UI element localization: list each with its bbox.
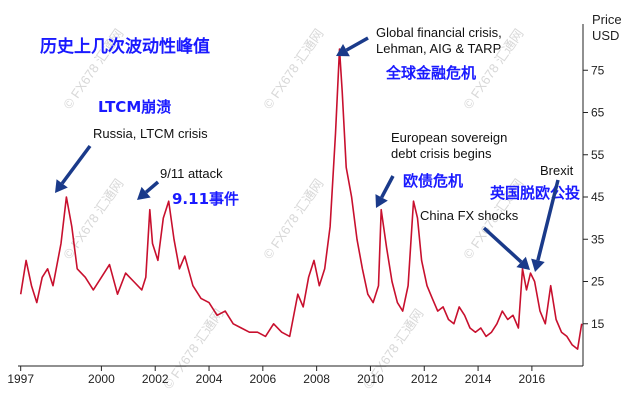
annotation-cn-label: 9.11事件 bbox=[172, 190, 239, 208]
annotation-arrow-head bbox=[55, 179, 68, 193]
annotation-arrow-head bbox=[375, 194, 388, 208]
x-tick-label: 1997 bbox=[7, 372, 34, 386]
plot-layer bbox=[19, 48, 583, 350]
annotation-en-label: 9/11 attack bbox=[160, 166, 223, 181]
annotation-arrow-head bbox=[137, 186, 151, 200]
annotation-arrow-shaft bbox=[482, 226, 523, 264]
x-tick-label: 2002 bbox=[142, 372, 169, 386]
annotation-arrow-shaft bbox=[144, 180, 160, 194]
y-unit-label-line1: Price bbox=[592, 12, 622, 27]
x-tick-label: 2004 bbox=[196, 372, 223, 386]
x-tick-label: 2008 bbox=[303, 372, 330, 386]
annotation-cn-label: LTCM崩溃 bbox=[98, 98, 171, 116]
x-tick-label: 2000 bbox=[88, 372, 115, 386]
y-unit-label-line2: USD bbox=[592, 28, 619, 43]
series-line bbox=[19, 48, 583, 350]
x-tick-label: 2014 bbox=[465, 372, 492, 386]
chart-title: 历史上几次波动性峰值 bbox=[40, 36, 210, 57]
annotation-arrow-head bbox=[516, 256, 530, 270]
x-tick-label: 2016 bbox=[519, 372, 546, 386]
watermark-text: © FX678 汇通网 bbox=[260, 26, 326, 112]
x-tick-label: 2012 bbox=[411, 372, 438, 386]
annotation-en-label: Brexit bbox=[540, 163, 574, 178]
annotation-layer: LTCM崩溃 Russia, LTCM crisis 9.11事件 9/11 atta… bbox=[55, 25, 580, 272]
y-tick-label: 55 bbox=[591, 148, 605, 162]
y-tick-label: 75 bbox=[591, 63, 605, 77]
annotation-cn-label: 英国脱欧公投 bbox=[490, 184, 580, 202]
annotation-en-label: debt crisis begins bbox=[391, 146, 492, 161]
x-tick-label: 2010 bbox=[357, 372, 384, 386]
annotation-en-label: Russia, LTCM crisis bbox=[93, 126, 208, 141]
annotation-arrow-head bbox=[336, 44, 350, 57]
y-tick-label: 25 bbox=[591, 275, 605, 289]
x-tick-label: 2006 bbox=[249, 372, 276, 386]
y-tick-label: 15 bbox=[591, 317, 605, 331]
annotation-arrow-head bbox=[531, 258, 545, 272]
annotation-en-label: Global financial crisis, bbox=[376, 25, 502, 40]
annotation-cn-label: 欧债危机 bbox=[403, 172, 463, 190]
watermark-text: © FX678 汇通网 bbox=[260, 176, 326, 262]
annotation-arrow-shaft bbox=[380, 175, 395, 199]
annotation-en-label: China FX shocks bbox=[420, 208, 519, 223]
annotation-arrow-shaft bbox=[345, 36, 369, 52]
annotation-cn-label: 全球金融危机 bbox=[385, 64, 476, 82]
y-tick-label: 65 bbox=[591, 106, 605, 120]
annotation-arrow-shaft bbox=[60, 144, 92, 185]
annotation-en-label: European sovereign bbox=[391, 130, 507, 145]
y-tick-label: 35 bbox=[591, 232, 605, 246]
annotation-arrow-shaft bbox=[536, 179, 560, 261]
axis-layer: 15 25 35 45 55 65 75 1997 2000 2002 2004 2006 2008 20… bbox=[7, 24, 605, 386]
y-tick-label: 45 bbox=[591, 190, 605, 204]
annotation-en-label: Lehman, AIG & TARP bbox=[376, 41, 501, 56]
